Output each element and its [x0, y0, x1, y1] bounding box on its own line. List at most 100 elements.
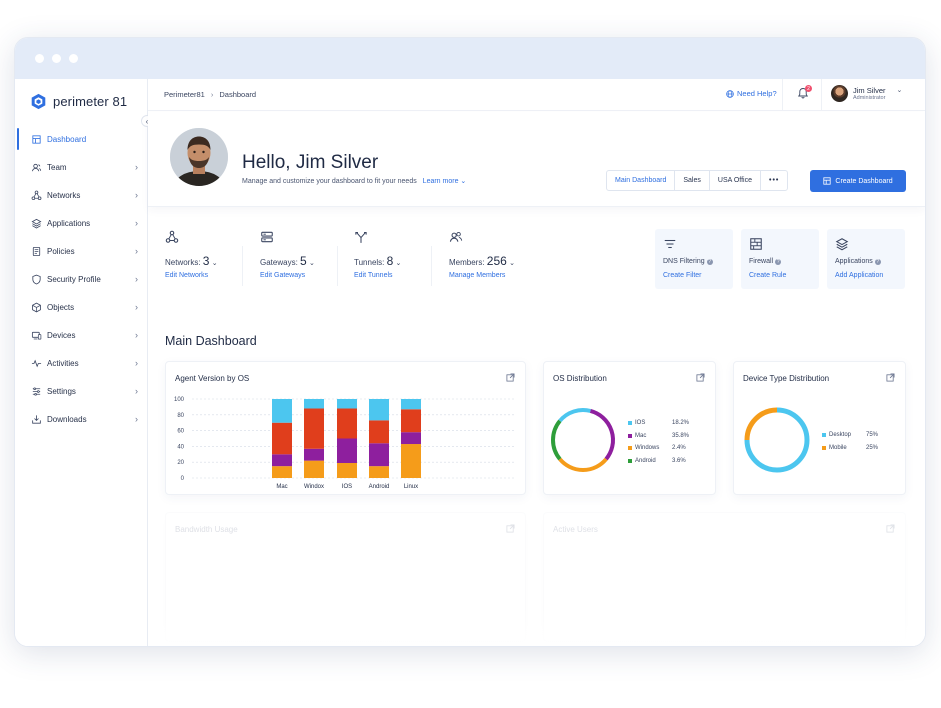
donut-slice[interactable] — [589, 409, 615, 461]
bar-segment[interactable] — [337, 462, 357, 478]
bar-segment[interactable] — [337, 408, 357, 439]
stat-label[interactable]: Gateways: 5 ⌄ — [260, 254, 315, 268]
info-icon[interactable]: ? — [874, 259, 881, 265]
bar-segment[interactable] — [369, 420, 389, 444]
bar-segment[interactable] — [337, 399, 357, 409]
divider — [821, 79, 822, 111]
bar-segment[interactable] — [401, 409, 421, 433]
x-tick-label: Windox — [304, 484, 324, 490]
quick-card-firewall[interactable]: Firewall? Create Rule — [741, 229, 819, 289]
bar-segment[interactable] — [401, 444, 421, 478]
donut-slice[interactable] — [558, 457, 608, 472]
sidebar-item-dashboard[interactable]: Dashboard — [15, 125, 147, 153]
stat-label[interactable]: Tunnels: 8 ⌄ — [354, 254, 401, 268]
sidebar-item-label: Objects — [47, 302, 75, 312]
bar-segment[interactable] — [272, 422, 292, 455]
donut-slice[interactable] — [558, 408, 591, 423]
subtitle-text: Manage and customize your dashboard to f… — [242, 178, 417, 185]
quick-card-dns-filtering[interactable]: DNS Filtering? Create Filter — [655, 229, 733, 289]
quick-card-title: Applications? — [835, 258, 881, 265]
logo[interactable]: perimeter 81 — [15, 79, 147, 115]
window-dot-1[interactable] — [35, 54, 44, 63]
sidebar-item-label: Applications — [47, 218, 91, 228]
external-link-icon[interactable] — [886, 373, 895, 382]
chevron-down-icon: ⌄ — [896, 86, 903, 94]
stat-name: Tunnels: — [354, 258, 385, 267]
donut-slice[interactable] — [744, 407, 810, 473]
bar-segment[interactable] — [369, 466, 389, 478]
sidebar-item-team[interactable]: Team › — [15, 153, 147, 181]
create-dashboard-button[interactable]: Create Dashboard — [810, 170, 906, 192]
external-link-icon[interactable] — [506, 373, 515, 382]
tab-sales[interactable]: Sales — [675, 171, 710, 190]
settings-icon — [32, 386, 40, 396]
policies-icon — [32, 246, 40, 256]
quick-card-link[interactable]: Add Application — [835, 272, 884, 279]
bar-segment[interactable] — [304, 448, 324, 461]
dashboard-tabs: Main Dashboard Sales USA Office ••• — [606, 170, 789, 191]
external-link-icon[interactable] — [696, 373, 705, 382]
stat-link[interactable]: Edit Tunnels — [354, 272, 393, 279]
bar-segment[interactable] — [401, 399, 421, 410]
divider — [337, 246, 338, 286]
chevron-right-icon: › — [135, 302, 138, 312]
sidebar-item-security-profile[interactable]: Security Profile › — [15, 265, 147, 293]
tab-usa-office[interactable]: USA Office — [710, 171, 761, 190]
bar-segment[interactable] — [304, 460, 324, 478]
bar-segment[interactable] — [272, 399, 292, 423]
external-link-icon[interactable] — [886, 524, 895, 533]
bar-segment[interactable] — [369, 443, 389, 467]
need-help-link[interactable]: Need Help? — [726, 89, 777, 98]
info-icon[interactable]: ? — [706, 259, 713, 265]
window-dot-3[interactable] — [69, 54, 78, 63]
breadcrumb-root[interactable]: Perimeter81 — [164, 90, 205, 99]
quick-card-applications[interactable]: Applications? Add Application — [827, 229, 905, 289]
chevron-right-icon: › — [135, 274, 138, 284]
stat-label[interactable]: Networks: 3 ⌄ — [165, 254, 218, 268]
learn-more-link[interactable]: Learn more ⌄ — [423, 178, 467, 185]
main-area: Perimeter81 › Dashboard Need Help? — [148, 79, 925, 646]
tab-main-dashboard[interactable]: Main Dashboard — [607, 171, 676, 190]
os-distribution-donut — [551, 408, 615, 472]
bar-segment[interactable] — [337, 438, 357, 463]
sidebar-item-activities[interactable]: Activities › — [15, 349, 147, 377]
more-tabs-button[interactable]: ••• — [769, 177, 780, 184]
external-link-icon[interactable] — [506, 524, 515, 533]
legend-value: 35.8% — [672, 432, 690, 439]
stat-link[interactable]: Edit Gateways — [260, 272, 306, 279]
stat-label[interactable]: Members: 256 ⌄ — [449, 254, 515, 268]
bar-segment[interactable] — [272, 454, 292, 467]
donut-slice[interactable] — [744, 407, 778, 441]
quick-card-link[interactable]: Create Filter — [663, 272, 702, 279]
sidebar-item-devices[interactable]: Devices › — [15, 321, 147, 349]
devices-icon-wrap — [30, 329, 42, 341]
info-icon[interactable]: ? — [775, 259, 782, 265]
device-type-title: Device Type Distribution — [743, 374, 830, 383]
policies-icon-wrap — [30, 245, 42, 257]
sidebar: perimeter 81 ‹ Dashboard Team › Networks ›… — [15, 79, 153, 646]
sidebar-item-networks[interactable]: Networks › — [15, 181, 147, 209]
notifications-button[interactable]: 2 — [797, 85, 812, 101]
window-dot-2[interactable] — [52, 54, 61, 63]
bar-segment[interactable] — [369, 399, 389, 421]
bar-segment[interactable] — [401, 432, 421, 445]
sidebar-item-applications[interactable]: Applications › — [15, 209, 147, 237]
legend-swatch — [822, 433, 826, 437]
shield-icon — [31, 274, 41, 284]
sidebar-item-objects[interactable]: Objects › — [15, 293, 147, 321]
sidebar-item-label: Downloads — [47, 414, 87, 424]
chevron-right-icon: › — [135, 246, 138, 256]
sidebar-item-policies[interactable]: Policies › — [15, 237, 147, 265]
x-tick-label: IOS — [342, 484, 352, 490]
sidebar-item-settings[interactable]: Settings › — [15, 377, 147, 405]
bar-segment[interactable] — [304, 408, 324, 449]
stat-link[interactable]: Edit Networks — [165, 272, 209, 279]
bar-segment[interactable] — [272, 466, 292, 478]
donut-slice[interactable] — [551, 419, 562, 461]
user-menu[interactable]: Jim Silver Administrator ⌄ — [831, 85, 902, 102]
stat-link[interactable]: Manage Members — [449, 272, 506, 279]
bar-segment[interactable] — [304, 399, 324, 409]
quick-card-link[interactable]: Create Rule — [749, 272, 787, 279]
sidebar-item-downloads[interactable]: Downloads › — [15, 405, 147, 433]
user-avatar — [831, 85, 848, 102]
